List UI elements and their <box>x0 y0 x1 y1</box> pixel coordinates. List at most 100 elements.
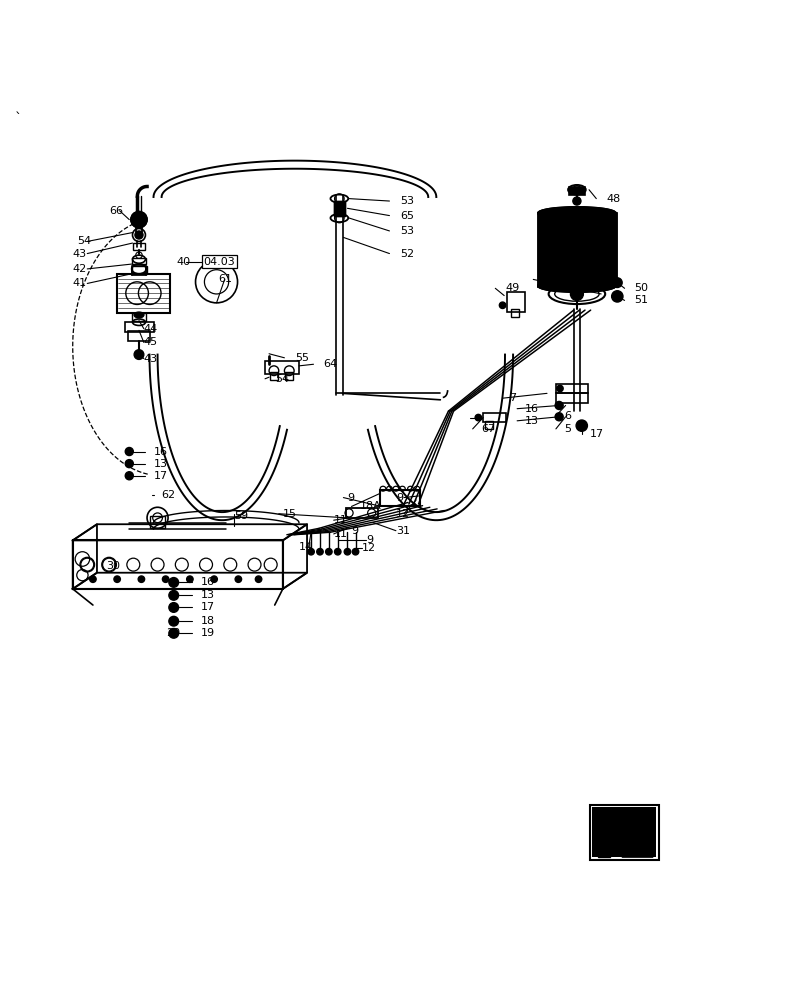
Ellipse shape <box>134 312 144 318</box>
Text: 62: 62 <box>162 490 175 500</box>
Bar <box>380 490 420 506</box>
Text: 49: 49 <box>505 283 520 293</box>
Ellipse shape <box>538 207 616 219</box>
Bar <box>556 384 588 393</box>
Circle shape <box>344 548 351 555</box>
Text: 65: 65 <box>400 211 414 221</box>
Bar <box>483 413 506 422</box>
Bar <box>590 805 659 860</box>
Text: 59: 59 <box>234 511 248 521</box>
Text: `: ` <box>15 112 22 126</box>
Circle shape <box>612 278 622 287</box>
Text: 12: 12 <box>396 509 410 519</box>
Bar <box>592 807 656 857</box>
Bar <box>569 187 585 195</box>
Bar <box>334 201 345 216</box>
Text: 17: 17 <box>590 429 604 439</box>
Text: 67: 67 <box>481 424 494 434</box>
Circle shape <box>255 576 262 582</box>
Circle shape <box>125 460 133 468</box>
Bar <box>132 266 146 275</box>
Circle shape <box>134 350 144 359</box>
Text: 17: 17 <box>154 471 167 481</box>
Text: 44: 44 <box>144 324 158 334</box>
Circle shape <box>555 401 563 410</box>
Text: 9: 9 <box>366 535 373 545</box>
Circle shape <box>90 576 96 582</box>
Text: 43: 43 <box>73 249 86 259</box>
Circle shape <box>169 590 179 600</box>
Circle shape <box>169 578 179 587</box>
Text: 14: 14 <box>299 542 313 552</box>
Bar <box>132 266 147 274</box>
Text: 31: 31 <box>396 526 410 536</box>
Bar <box>334 201 345 216</box>
Circle shape <box>131 212 147 228</box>
Circle shape <box>187 576 193 582</box>
Circle shape <box>138 576 145 582</box>
Text: 54: 54 <box>275 374 288 384</box>
Circle shape <box>169 616 179 626</box>
Text: 04.03: 04.03 <box>204 257 235 267</box>
Circle shape <box>211 576 217 582</box>
Circle shape <box>557 385 563 392</box>
Text: 53: 53 <box>400 226 414 236</box>
Circle shape <box>317 548 323 555</box>
Text: 41: 41 <box>73 278 86 288</box>
Text: 13: 13 <box>154 459 167 469</box>
Circle shape <box>335 548 341 555</box>
Bar <box>150 516 165 528</box>
Polygon shape <box>622 818 653 857</box>
Text: 43: 43 <box>144 354 158 364</box>
Text: 47: 47 <box>588 226 603 236</box>
Circle shape <box>570 287 583 300</box>
Text: 18: 18 <box>200 616 214 626</box>
Circle shape <box>555 413 563 421</box>
Text: 9: 9 <box>347 493 355 503</box>
Text: 15: 15 <box>283 509 297 519</box>
Text: 40: 40 <box>176 257 190 267</box>
Text: 66: 66 <box>109 206 123 216</box>
Text: 20: 20 <box>166 628 179 638</box>
Polygon shape <box>598 845 610 857</box>
Circle shape <box>135 231 143 239</box>
Text: 5: 5 <box>564 424 571 434</box>
Circle shape <box>169 603 179 612</box>
Text: 11: 11 <box>334 529 347 539</box>
Bar <box>346 508 378 518</box>
Text: 9: 9 <box>396 493 403 503</box>
Circle shape <box>475 414 482 421</box>
Text: 55: 55 <box>295 353 309 363</box>
Bar <box>285 372 293 380</box>
Ellipse shape <box>538 280 616 292</box>
Text: 54: 54 <box>77 236 90 246</box>
Text: 19: 19 <box>200 628 214 638</box>
Bar <box>117 274 170 313</box>
Text: 7: 7 <box>509 393 516 403</box>
Text: 17: 17 <box>200 602 214 612</box>
Bar <box>125 322 154 332</box>
Text: 45: 45 <box>144 337 158 347</box>
Text: 30: 30 <box>107 561 120 571</box>
Text: 48: 48 <box>606 194 621 204</box>
Text: 9: 9 <box>351 526 359 536</box>
Bar <box>270 372 278 380</box>
Text: 46: 46 <box>543 274 557 284</box>
Bar <box>132 313 146 321</box>
Text: 16: 16 <box>200 577 214 587</box>
Circle shape <box>114 576 120 582</box>
Text: 52: 52 <box>400 249 414 259</box>
Bar <box>507 292 525 312</box>
Bar <box>132 258 146 264</box>
Text: 51: 51 <box>634 295 648 305</box>
Circle shape <box>235 576 242 582</box>
Bar <box>511 309 519 317</box>
Text: 42: 42 <box>73 264 87 274</box>
Bar <box>265 361 299 374</box>
Circle shape <box>326 548 332 555</box>
Bar <box>538 213 616 286</box>
Circle shape <box>125 447 133 456</box>
Circle shape <box>576 420 587 431</box>
Text: 13: 13 <box>525 416 539 426</box>
Circle shape <box>499 302 506 309</box>
